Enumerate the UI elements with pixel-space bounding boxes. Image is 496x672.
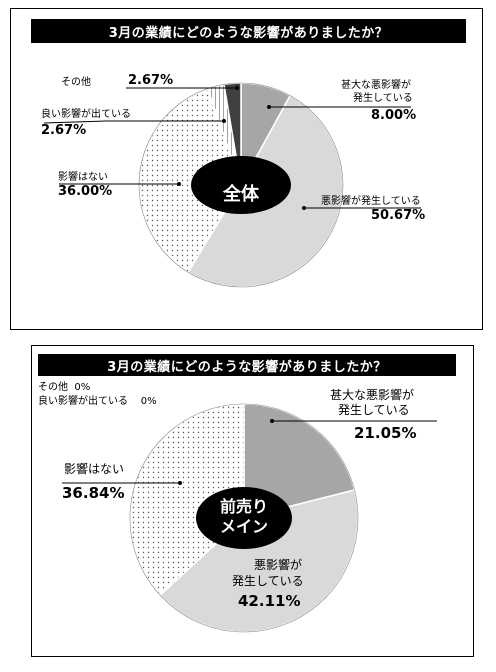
center-label-line2: メイン [219,517,268,536]
value-none: 36.00% [58,184,113,199]
value-other: 2.67% [128,73,174,88]
label-severe-line1: 甚大な悪影響が [341,80,411,91]
pie-chart-overall [43,82,421,288]
label-none: 影響はない [58,172,108,183]
center-badge [191,156,291,214]
label-severe-line2: 発生している [338,403,410,417]
value-good: 0% [140,396,157,407]
pie-outline [138,82,344,288]
label-severe-line1: 甚大な悪影響が [330,388,415,402]
value-bad: 42.11% [238,592,301,610]
label-other: その他 [61,77,91,88]
value-good: 2.67% [41,123,87,138]
chart-title: 3月の業績にどのような影響がありましたか？ [38,354,456,376]
chart-panel-overall: 3月の業績にどのような影響がありましたか？ その他 2.67% 良い影響が出てい… [10,8,483,330]
label-good: 良い影響が出ている [38,396,128,407]
center-label: 全体 [223,184,259,205]
center-label: 前売り メイン [196,486,292,548]
center-badge [196,487,292,549]
pie-chart-presale [62,403,437,633]
value-other: 0% [74,382,91,393]
label-none: 影響はない [64,462,125,476]
center-label-line1: 前売り [219,497,268,516]
label-bad-line1: 悪影響が [254,558,303,572]
label-good: 良い影響が出ている [41,109,131,120]
leader-dot-other [235,86,239,90]
value-severe: 21.05% [354,424,417,442]
leader-dot-good [222,119,226,123]
label-bad: 悪影響が発生している [321,196,421,207]
label-other: その他 [38,382,68,393]
leader-dot-severe [267,105,271,109]
leader-dot-bad [302,206,306,210]
label-severe-line2: 発生している [353,93,413,104]
leader-dot-none [177,182,181,186]
pie-outline [129,403,359,633]
chart-title: 3月の業績にどのような影響がありましたか？ [31,19,466,43]
leader-dot-severe [270,419,274,423]
value-severe: 8.00% [371,108,417,123]
label-bad-line2: 発生している [232,574,304,588]
value-bad: 50.67% [371,208,426,223]
leader-line-good [43,120,224,124]
leader-dot-none [178,481,182,485]
value-none: 36.84% [62,484,125,502]
chart-panel-presale: 3月の業績にどのような影響がありましたか？ その他 0% 良い影響が出ている 0… [31,345,474,657]
